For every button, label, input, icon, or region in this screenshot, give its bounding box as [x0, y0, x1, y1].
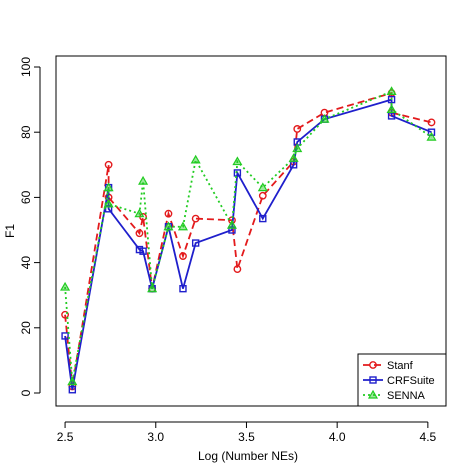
legend-label: CRFSuite — [387, 375, 435, 387]
data-point-triangle — [67, 376, 78, 386]
y-tick-label: 40 — [19, 256, 33, 270]
legend-label: SENNA — [387, 390, 426, 402]
y-axis-label: F1 — [3, 224, 17, 238]
data-point-triangle — [426, 131, 437, 141]
data-point-circle — [104, 160, 113, 169]
data-point-circle — [164, 209, 173, 218]
legend-label: Stanf — [387, 360, 414, 372]
legend-marker — [369, 376, 377, 384]
data-point-triangle — [60, 281, 71, 291]
data-point-square — [179, 284, 187, 293]
data-point-square — [104, 205, 113, 213]
y-tick-label: 60 — [19, 190, 33, 204]
data-point-triangle — [134, 208, 145, 218]
data-point-square — [139, 247, 147, 255]
data-point-square — [228, 226, 236, 234]
data-point-triangle — [386, 86, 397, 96]
data-point-triangle — [292, 143, 303, 153]
data-point-square — [191, 239, 200, 247]
data-point-circle — [427, 118, 436, 127]
x-axis: 2.5 3.0 3.5 4.0 4.5 — [57, 421, 437, 444]
data-point-triangle — [138, 175, 149, 185]
data-point-circle — [61, 310, 69, 319]
data-point-square — [61, 332, 69, 340]
x-tick-label: 4.5 — [420, 430, 437, 444]
data-point-triangle — [103, 198, 114, 208]
data-point-square — [259, 214, 267, 223]
legend-item: Stanf — [363, 360, 414, 372]
data-point-triangle — [288, 153, 299, 162]
x-axis-label: Log (Number NEs) — [198, 449, 298, 463]
data-point-triangle — [386, 104, 397, 113]
data-point-triangle — [177, 221, 189, 231]
y-tick-label: 20 — [19, 321, 33, 335]
y-tick-label: 0 — [19, 389, 33, 396]
data-point-circle — [293, 125, 302, 133]
data-point-square — [387, 95, 396, 104]
data-point-circle — [191, 214, 200, 223]
legend-marker — [367, 389, 379, 399]
y-axis: 0 20 40 60 80 100 — [19, 57, 41, 396]
series-layer — [60, 86, 437, 394]
x-tick-label: 3.0 — [147, 430, 164, 444]
legend-item: SENNA — [363, 389, 426, 402]
data-point-triangle — [147, 283, 158, 293]
series-line — [64, 90, 433, 382]
data-point-triangle — [232, 156, 243, 166]
data-point-square — [233, 169, 242, 177]
data-point-triangle — [226, 219, 237, 229]
data-point-triangle — [103, 182, 114, 192]
legend-marker — [369, 361, 377, 369]
data-point-circle — [233, 265, 242, 274]
x-tick-label: 4.0 — [329, 430, 346, 444]
data-point-triangle — [257, 182, 268, 192]
data-point-square — [427, 128, 436, 136]
legend-item: CRFSuite — [363, 375, 435, 387]
data-point-circle — [258, 191, 267, 200]
data-point-triangle — [190, 154, 201, 164]
x-tick-label: 3.5 — [238, 430, 255, 444]
y-tick-label: 80 — [19, 125, 33, 139]
data-point-square — [68, 386, 77, 394]
y-tick-label: 100 — [19, 57, 33, 77]
series-senna — [60, 86, 437, 386]
x-tick-label: 2.5 — [57, 430, 74, 444]
plot-frame — [55, 55, 447, 407]
data-point-triangle — [319, 113, 330, 123]
legend: Stanf CRFSuite SENNA — [357, 353, 447, 407]
data-point-circle — [179, 252, 187, 260]
data-point-triangle — [163, 221, 174, 231]
data-point-circle — [135, 229, 144, 238]
